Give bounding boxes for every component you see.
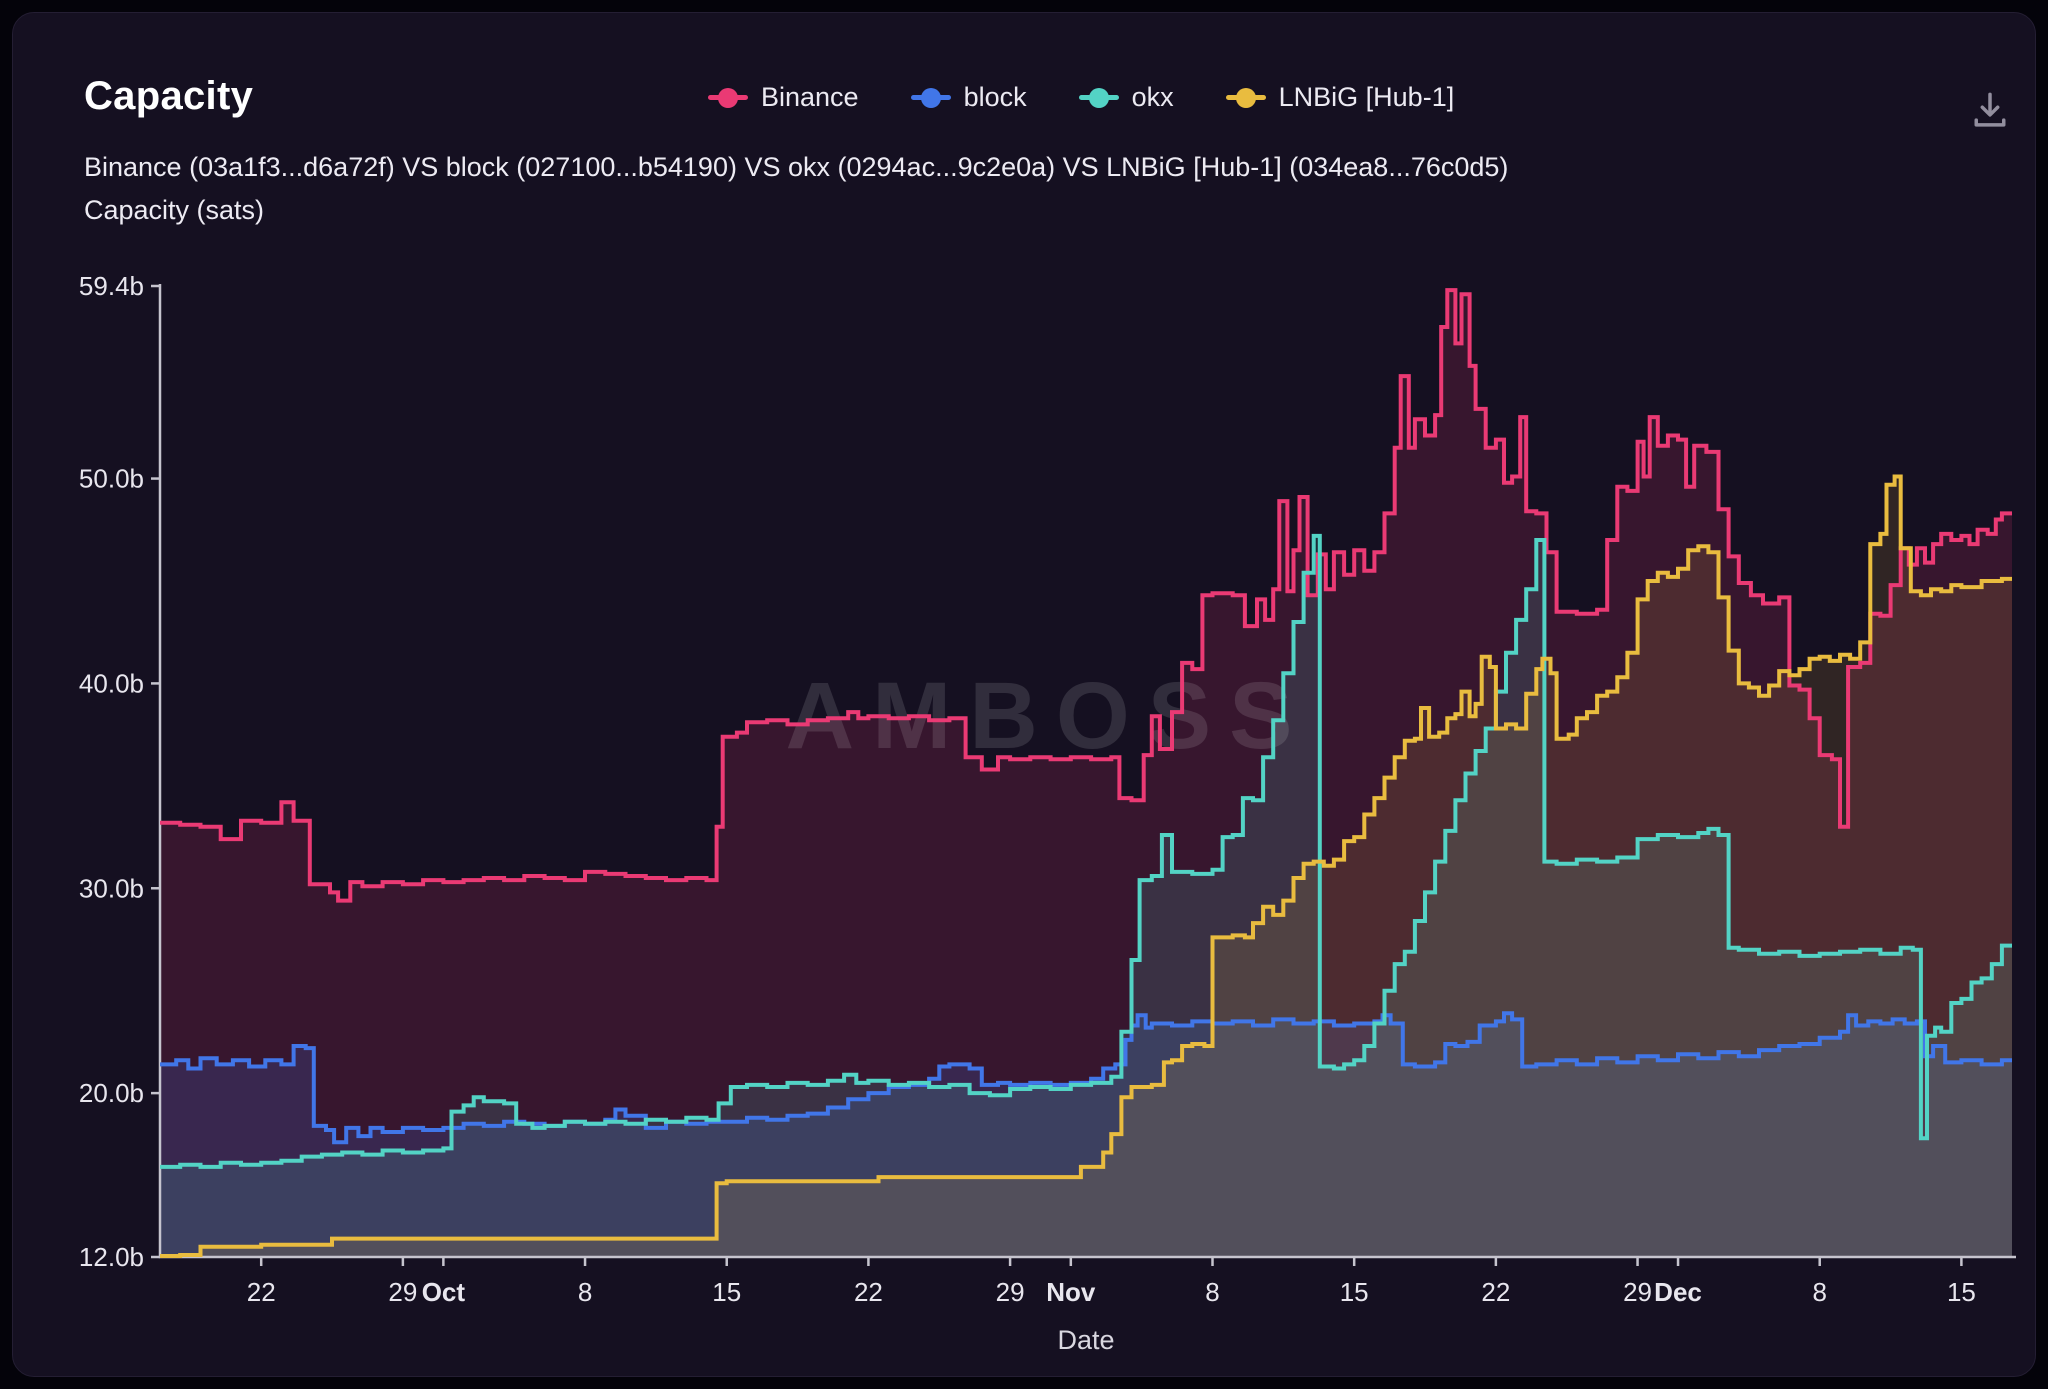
chart-legend: Binance block okx LNBiG [Hub-1] xyxy=(708,82,1454,113)
x-tick-label: 15 xyxy=(1340,1277,1369,1307)
y-tick-label: 20.0b xyxy=(79,1078,144,1108)
y-tick-label: 12.0b xyxy=(79,1242,144,1272)
line-block[interactable] xyxy=(160,1011,2012,1145)
legend-item-block[interactable]: block xyxy=(910,82,1027,113)
x-tick-label: 22 xyxy=(1481,1277,1510,1307)
legend-dot xyxy=(718,87,738,108)
line-lnbig-hub-1[interactable] xyxy=(160,474,2012,1258)
x-tick-label: Dec xyxy=(1654,1277,1702,1307)
legend-marker-block xyxy=(910,87,951,108)
legend-item-okx[interactable]: okx xyxy=(1078,82,1174,113)
x-tick-label: 29 xyxy=(996,1277,1025,1307)
legend-label: LNBiG [Hub-1] xyxy=(1278,82,1455,112)
line-okx[interactable] xyxy=(160,533,2012,1169)
download-icon xyxy=(1974,92,2006,127)
area-block xyxy=(160,1013,2012,1257)
legend-marker-lnbig-hub-1 xyxy=(1225,87,1266,108)
legend-dot xyxy=(1088,87,1109,108)
x-tick-label: 22 xyxy=(247,1277,276,1307)
y-tick-label: 30.0b xyxy=(79,873,144,903)
x-tick-label: 8 xyxy=(1812,1277,1826,1307)
legend-item-binance[interactable]: Binance xyxy=(708,82,859,113)
y-tick-label: 50.0b xyxy=(79,464,144,494)
page-title: Capacity xyxy=(84,74,254,118)
download-button[interactable] xyxy=(1966,86,2014,134)
x-axis-title: Date xyxy=(1057,1325,1114,1355)
x-tick-label: 15 xyxy=(1947,1277,1976,1307)
y-tick-label: 59.4b xyxy=(79,271,144,301)
x-tick-label: 8 xyxy=(1205,1277,1219,1307)
area-okx xyxy=(160,535,2012,1257)
legend-marker-binance xyxy=(708,87,748,108)
x-tick-label: Nov xyxy=(1046,1277,1096,1307)
legend-marker-okx xyxy=(1078,87,1119,108)
capacity-panel xyxy=(12,12,2036,1377)
y-tick-label: 40.0b xyxy=(79,668,144,698)
x-tick-label: Oct xyxy=(422,1277,466,1307)
x-tick-label: 8 xyxy=(578,1277,592,1307)
x-tick-label: 22 xyxy=(854,1277,883,1307)
chart-subtitle: Binance (03a1f3...d6a72f) VS block (0271… xyxy=(84,146,1508,232)
legend-dot xyxy=(1235,87,1256,108)
legend-label: Binance xyxy=(761,82,859,112)
legend-label: block xyxy=(963,82,1027,112)
metric-line: Capacity (sats) xyxy=(84,195,265,225)
x-tick-label: 15 xyxy=(712,1277,741,1307)
legend-label: okx xyxy=(1131,82,1174,112)
line-binance[interactable] xyxy=(160,288,2012,903)
x-tick-label: 29 xyxy=(388,1277,417,1307)
comparison-line: Binance (03a1f3...d6a72f) VS block (0271… xyxy=(84,152,1509,182)
x-tick-label: 29 xyxy=(1623,1277,1652,1307)
legend-dot xyxy=(920,87,941,108)
area-binance xyxy=(160,290,2012,1258)
amboss-watermark: AMBOSS xyxy=(786,663,1311,769)
legend-item-lnbig-hub-1[interactable]: LNBiG [Hub-1] xyxy=(1225,82,1455,113)
